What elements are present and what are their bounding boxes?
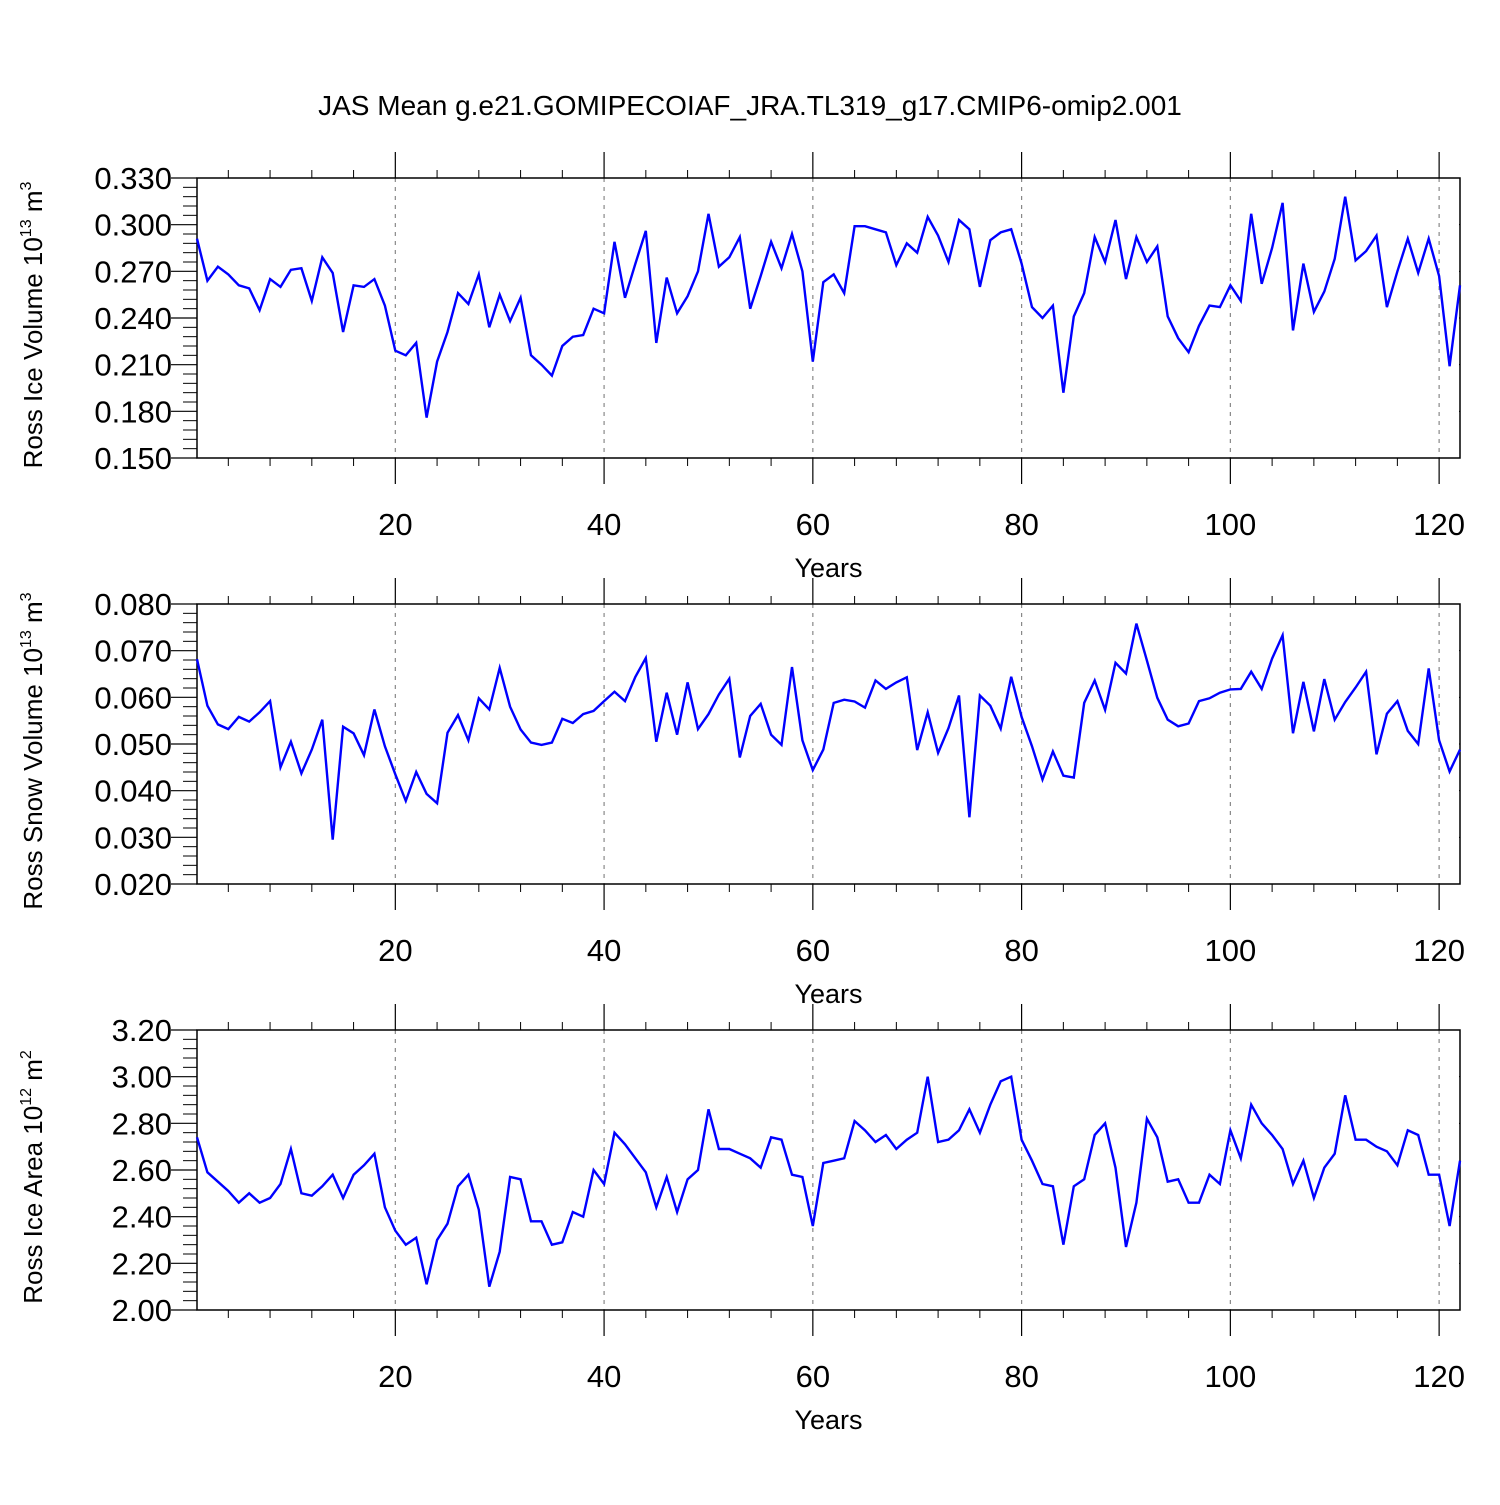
chart-panel-2: 20 40 60 80 100 120 0.020 0.030 0.040 0.050 0.060 0… bbox=[18, 578, 1465, 1009]
x-tick-label: 80 bbox=[1004, 1359, 1038, 1394]
x-tick-label: 100 bbox=[1204, 1359, 1256, 1394]
y-tick-label: 0.080 bbox=[94, 587, 172, 622]
x-tick-label: 40 bbox=[587, 933, 621, 968]
y-tick-label: 0.070 bbox=[94, 634, 172, 669]
x-tick-label: 20 bbox=[378, 507, 412, 542]
chart-panel-3: 20 40 60 80 100 120 2.00 2.20 2.40 2.60 2.80 3.00 3.… bbox=[18, 1004, 1465, 1435]
x-axis-label: Years bbox=[794, 979, 862, 1009]
x-tick-label: 80 bbox=[1004, 507, 1038, 542]
y-tick-label: 0.060 bbox=[94, 680, 172, 715]
x-tick-label: 40 bbox=[587, 1359, 621, 1394]
chart-title: JAS Mean g.e21.GOMIPECOIAF_JRA.TL319_g17… bbox=[318, 90, 1182, 121]
x-axis-label: Years bbox=[794, 1405, 862, 1435]
y-tick-label: 2.00 bbox=[112, 1293, 172, 1328]
x-tick-label: 100 bbox=[1204, 507, 1256, 542]
y-tick-label: 0.150 bbox=[94, 441, 172, 476]
x-tick-label: 120 bbox=[1413, 1359, 1465, 1394]
data-series-line bbox=[195, 196, 1462, 418]
x-tick-label: 20 bbox=[378, 1359, 412, 1394]
y-tick-label: 3.20 bbox=[112, 1013, 172, 1048]
y-tick-label: 2.80 bbox=[112, 1106, 172, 1141]
y-tick-label: 0.300 bbox=[94, 208, 172, 243]
plot-frame bbox=[196, 177, 1461, 459]
y-tick-label: 0.180 bbox=[94, 394, 172, 429]
x-tick-label: 100 bbox=[1204, 933, 1256, 968]
y-tick-label: 2.40 bbox=[112, 1200, 172, 1235]
plot-frame bbox=[196, 1029, 1461, 1311]
data-series-line bbox=[195, 1074, 1462, 1288]
y-tick-label: 0.030 bbox=[94, 820, 172, 855]
x-tick-label: 120 bbox=[1413, 933, 1465, 968]
data-series-line bbox=[195, 623, 1462, 840]
chart-panel-1: 20 40 60 80 100 120 0.150 0.180 0.210 0.240 0.270 0… bbox=[18, 152, 1465, 583]
y-tick-label: 0.050 bbox=[94, 727, 172, 762]
x-tick-label: 60 bbox=[796, 507, 830, 542]
y-axis-label: Ross Snow Volume 1013 m3 bbox=[18, 592, 48, 909]
y-tick-label: 0.330 bbox=[94, 161, 172, 196]
plot-frame bbox=[196, 603, 1461, 885]
y-tick-label: 2.60 bbox=[112, 1153, 172, 1188]
x-tick-label: 60 bbox=[796, 933, 830, 968]
x-tick-label: 120 bbox=[1413, 507, 1465, 542]
y-axis-label: Ross Ice Volume 1013 m3 bbox=[18, 181, 48, 468]
y-tick-label: 0.240 bbox=[94, 301, 172, 336]
y-tick-label: 0.210 bbox=[94, 348, 172, 383]
x-tick-label: 60 bbox=[796, 1359, 830, 1394]
x-tick-label: 20 bbox=[378, 933, 412, 968]
x-tick-label: 80 bbox=[1004, 933, 1038, 968]
y-axis-label: Ross Ice Area 1012 m2 bbox=[18, 1050, 48, 1304]
y-tick-label: 0.020 bbox=[94, 867, 172, 902]
x-axis-label: Years bbox=[794, 553, 862, 583]
y-tick-label: 2.20 bbox=[112, 1246, 172, 1281]
y-tick-label: 0.040 bbox=[94, 774, 172, 809]
y-tick-label: 0.270 bbox=[94, 254, 172, 289]
y-tick-label: 3.00 bbox=[112, 1060, 172, 1095]
x-tick-label: 40 bbox=[587, 507, 621, 542]
